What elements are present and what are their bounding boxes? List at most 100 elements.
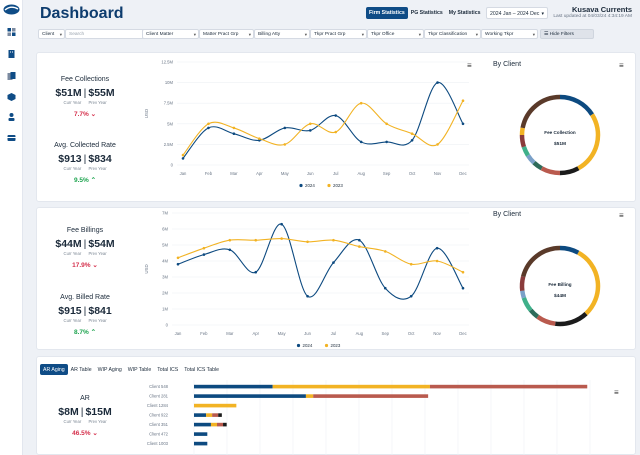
data-point	[332, 238, 335, 242]
kpi-delta-value: 9.5%	[73, 177, 89, 184]
data-point	[280, 222, 283, 226]
y-tick-label: 4M	[162, 259, 168, 264]
filter-tkpr-office[interactable]: Tkpr Office ▾	[367, 29, 424, 39]
x-tick-label: Oct	[408, 331, 415, 336]
data-point	[232, 132, 236, 135]
y-tick-label: 7M	[162, 211, 168, 216]
arrow-down-icon: ⌄	[92, 262, 98, 269]
donut-slice	[519, 127, 525, 136]
x-tick-label: Feb	[200, 331, 208, 336]
filter-matter-pract-grp[interactable]: Matter Pract Grp ▾	[199, 29, 254, 39]
data-point	[385, 140, 388, 144]
client-select[interactable]: Client ▾	[38, 29, 65, 39]
kpi-divider: |	[83, 238, 87, 250]
hide-filters-label: Hide Filters	[549, 32, 574, 37]
user-icon[interactable]	[6, 112, 17, 122]
donut-slice	[536, 314, 556, 326]
tab-total-ics-table[interactable]: Total ICS Table	[184, 366, 220, 373]
data-point	[308, 122, 312, 126]
data-point	[409, 294, 413, 298]
data-point	[383, 286, 387, 290]
kpi-title: Avg. Billed Rate	[60, 294, 110, 301]
y-tick-label: 2.5M	[164, 142, 174, 147]
card-icon[interactable]	[6, 133, 17, 143]
filter-tkpr-pract-grp[interactable]: Tkpr Pract Grp ▾	[310, 29, 367, 39]
chart-menu-icon[interactable]: ≡	[467, 61, 472, 70]
data-point	[207, 122, 210, 126]
data-point	[207, 126, 210, 130]
kpi-values: $51M | $55M	[40, 87, 130, 99]
data-point	[436, 81, 439, 84]
y-axis-label: USD	[144, 264, 149, 273]
kpi-delta: 46.5% ⌄	[40, 429, 130, 437]
data-point	[435, 246, 439, 250]
filter-billing-atty[interactable]: Billing Atty ▾	[254, 29, 310, 39]
date-range-picker[interactable]: 2024 Jan – 2024 Dec ▾	[486, 7, 548, 19]
fee-billings-card	[36, 207, 636, 350]
data-point	[202, 246, 206, 250]
legend-label: 2023	[331, 343, 341, 348]
kpi-avg-billed-rate: Avg. Billed Rate $915 | $841 Curr Year Pre…	[40, 294, 130, 336]
data-point	[308, 129, 312, 132]
dashboard-icon[interactable]	[6, 27, 17, 37]
bar-segment	[194, 413, 207, 417]
arrow-down-icon: ⌄	[90, 111, 97, 118]
kpi-prev-label: Prev Year	[88, 166, 107, 171]
data-point	[358, 238, 361, 242]
y-tick-label: 10M	[165, 80, 174, 85]
bar-segment	[212, 413, 219, 417]
filter-label: Billing Atty	[258, 32, 281, 37]
tab-my-statistics[interactable]: My Statistics	[448, 10, 481, 16]
kpi-title: Avg. Collected Rate	[54, 142, 116, 149]
donut-center-value: $51M	[554, 142, 566, 147]
tab-ar-table[interactable]: AR Table	[70, 366, 92, 373]
data-point	[461, 122, 465, 126]
kpi-divider: |	[83, 305, 87, 317]
legend-marker	[299, 183, 303, 188]
kpi-prev-label: Prev Year	[88, 318, 107, 323]
donut-menu-icon[interactable]: ≡	[619, 61, 624, 70]
kpi-title: Fee Collections	[60, 76, 110, 83]
kpi-previous: $834	[88, 153, 112, 165]
building-icon[interactable]	[6, 49, 17, 59]
tab-total-ics[interactable]: Total ICS	[157, 366, 179, 373]
tab-wip-aging[interactable]: WIP Aging	[97, 366, 122, 373]
x-tick-label: Jan	[180, 171, 187, 176]
category-label: Client 922	[149, 413, 169, 418]
last-updated: Last updated at 04/03/24 4:34:19 AM	[553, 14, 632, 19]
x-tick-label: Feb	[205, 171, 213, 176]
tab-pg-statistics[interactable]: PG Statistics	[410, 10, 443, 16]
x-tick-label: Nov	[433, 331, 441, 336]
kpi-divider: |	[83, 153, 87, 165]
fee-collection-donut	[519, 94, 601, 176]
donut-slice	[526, 154, 536, 165]
hide-filters-button[interactable]: ☰ Hide Filters	[540, 29, 594, 39]
bar-segment	[223, 422, 227, 427]
x-tick-label: Sep	[383, 171, 391, 176]
tab-firm-statistics[interactable]: Firm Statistics	[366, 7, 408, 19]
bar-segment	[216, 422, 224, 427]
tab-wip-table[interactable]: WIP Table	[127, 366, 152, 373]
bar-chart-menu-icon[interactable]: ≡	[614, 388, 619, 397]
filter-working-tkpr[interactable]: Working Tkpr ▾	[481, 29, 538, 39]
filter-client-matter[interactable]: Client Matter ▾	[142, 29, 199, 39]
x-tick-label: Sep	[382, 331, 390, 336]
x-tick-label: Jun	[304, 331, 311, 336]
tab-ar-aging[interactable]: AR Aging	[40, 364, 68, 375]
fee-billing-donut	[519, 245, 601, 327]
data-point	[176, 256, 180, 260]
documents-icon[interactable]	[6, 71, 17, 81]
donut-menu-icon[interactable]: ≡	[619, 211, 624, 220]
data-point	[181, 157, 185, 160]
fee-collections-card	[36, 52, 636, 202]
kpi-labels: Curr Year Prev Year	[40, 100, 130, 105]
kpi-delta-value: 17.9%	[72, 262, 91, 269]
donut-slice	[519, 275, 526, 292]
box-icon[interactable]	[6, 92, 17, 102]
bar-segment	[218, 413, 222, 417]
kpi-curr-label: Curr Year	[63, 100, 82, 105]
y-tick-label: 0	[166, 323, 169, 328]
x-tick-label: Jul	[333, 171, 338, 176]
data-point	[410, 132, 414, 135]
filter-tkpr-classification[interactable]: Tkpr Classification ▾	[424, 29, 481, 39]
